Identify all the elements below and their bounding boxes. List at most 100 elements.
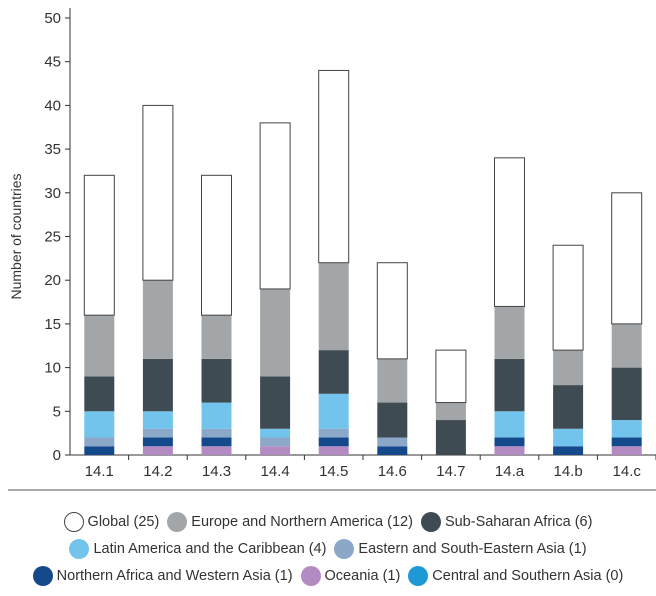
y-tick-label: 40: [44, 97, 61, 114]
y-tick-label: 15: [44, 316, 61, 333]
bar-segment: [318, 446, 349, 455]
x-tick-label: 14.5: [319, 463, 348, 480]
legend-swatch: [420, 511, 441, 532]
bar-segment: [494, 446, 525, 455]
bar-segment: [318, 428, 349, 438]
bar-segment: [553, 428, 584, 447]
bar-segment: [494, 411, 525, 438]
legend-row: Northern Africa and Western Asia (1) Ocea…: [0, 562, 656, 589]
bar-segment: [260, 446, 291, 455]
bar-segment: [201, 358, 232, 403]
bar-segment: [260, 288, 291, 377]
bar-segment: [260, 428, 291, 438]
x-tick-label: 14.6: [378, 463, 407, 480]
bar-segment: [201, 428, 232, 438]
legend-label: Eastern and South-Eastern Asia (1): [358, 540, 587, 557]
legend-item: Northern Africa and Western Asia (1): [32, 565, 293, 586]
bar-segment: [552, 244, 584, 351]
bar-segment: [201, 446, 232, 455]
bar-segment: [142, 446, 173, 455]
legend-item: Eastern and South-Eastern Asia (1): [334, 538, 587, 559]
bar-segment: [611, 437, 642, 447]
x-tick-label: 14.b: [553, 463, 582, 480]
bar-segment: [318, 69, 350, 264]
bar-segment: [611, 192, 643, 325]
y-tick-label: 5: [53, 403, 61, 420]
y-tick-label: 30: [44, 185, 61, 202]
bar-segment: [494, 358, 525, 412]
legend-swatch: [300, 565, 321, 586]
bar-segment: [377, 358, 408, 403]
bar-segment: [377, 402, 408, 438]
legend-item: Oceania (1): [300, 565, 401, 586]
legend-swatch: [32, 565, 53, 586]
bar-segment: [494, 437, 525, 447]
bar-segment: [142, 280, 173, 359]
bar-segment: [435, 402, 466, 421]
legend-label: Global (25): [87, 513, 160, 530]
bar-segment: [142, 104, 174, 281]
bar-segment: [84, 376, 115, 412]
bar-segment: [201, 174, 232, 316]
legend-item: Latin America and the Caribbean (4): [69, 538, 327, 559]
legend-item: Central and Southern Asia (0): [408, 565, 624, 586]
legend-label: Sub-Saharan Africa (6): [444, 513, 593, 530]
legend-item: Sub-Saharan Africa (6): [420, 511, 593, 532]
bar-segment: [83, 174, 115, 316]
stacked-bar-chart: 0 5 10 15 20 25 30 35 40 45 50 Number of countries 1…: [8, 8, 656, 491]
bar-segment: [318, 437, 349, 447]
y-tick-label: 35: [44, 141, 61, 158]
legend-label: Latin America and the Caribbean (4): [93, 540, 327, 557]
y-tick-label: 50: [44, 10, 61, 27]
legend-item: Global (25): [63, 511, 160, 532]
y-tick-label: 0: [53, 447, 61, 464]
bar-segment: [84, 411, 115, 438]
bar-segment: [611, 446, 642, 455]
bar-segment: [84, 446, 115, 455]
bar-segment: [377, 446, 408, 455]
legend-row: Global (25) Europe and Northern America (…: [0, 508, 656, 535]
legend-label: Central and Southern Asia (0): [432, 567, 624, 584]
bar-segment: [201, 437, 232, 447]
bar-segment: [318, 350, 349, 394]
bar-segment: [611, 367, 642, 421]
bar-segment: [201, 315, 232, 359]
x-tick-label: 14.7: [436, 463, 465, 480]
x-tick-label: 14.1: [85, 463, 114, 480]
bar-segment: [142, 411, 173, 429]
bar-segment: [611, 420, 642, 438]
bar-segment: [553, 385, 584, 429]
bar-segment: [494, 306, 525, 359]
legend-label: Oceania (1): [324, 567, 401, 584]
bar-segment: [259, 122, 291, 290]
y-tick-label: 25: [44, 229, 61, 246]
bar-segment: [377, 437, 408, 447]
y-axis-title: Number of countries: [8, 173, 24, 299]
bar-segment: [260, 376, 291, 429]
bar-segment: [435, 420, 466, 455]
y-tick-label: 20: [44, 272, 61, 289]
legend-swatch: [167, 511, 188, 532]
bar-segment: [260, 437, 291, 447]
bar-segment: [435, 349, 467, 404]
legend-label: Northern Africa and Western Asia (1): [56, 567, 293, 584]
bar-segment: [553, 446, 584, 455]
bar-segment: [318, 393, 349, 429]
bar-segment: [84, 315, 115, 377]
bar-segment: [611, 323, 642, 368]
x-tick-label: 14.3: [202, 463, 231, 480]
x-tick-label: 14.c: [613, 463, 642, 480]
legend-item: Europe and Northern America (12): [167, 511, 413, 532]
x-tick-label: 14.a: [495, 463, 525, 480]
bar-segment: [376, 262, 408, 360]
x-tick-label: 14.4: [260, 463, 289, 480]
chart-legend: Global (25) Europe and Northern America (…: [0, 508, 656, 589]
bar-segment: [84, 437, 115, 447]
legend-row: Latin America and the Caribbean (4) Easte…: [0, 535, 656, 562]
bar-segment: [553, 350, 584, 386]
legend-swatch: [63, 511, 84, 532]
x-tick-label: 14.2: [143, 463, 172, 480]
y-tick-label: 45: [44, 54, 61, 71]
y-tick-label: 10: [44, 360, 61, 377]
legend-swatch: [334, 538, 355, 559]
